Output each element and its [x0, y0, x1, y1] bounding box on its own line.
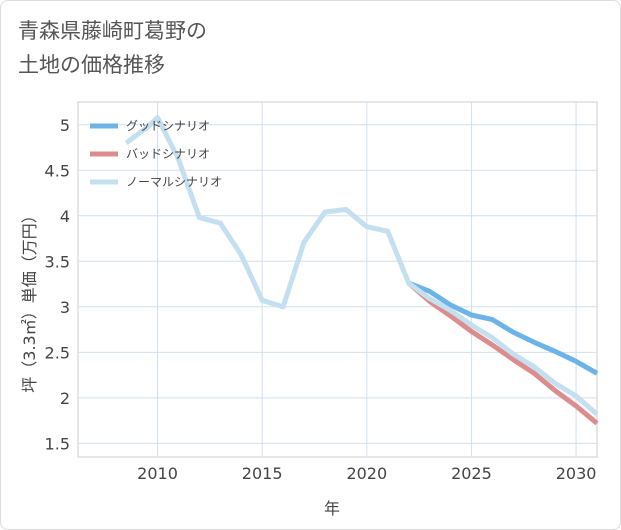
x-tick-labels: 2010 2015 2020 2025 2030 — [137, 464, 596, 483]
y-tick-label: 4 — [60, 207, 70, 226]
series-line-1 — [407, 281, 599, 426]
y-tick-label: 2 — [60, 389, 70, 408]
y-tick-label: 4.5 — [45, 161, 70, 180]
x-axis-label: 年 — [324, 499, 340, 518]
x-tick-label: 2010 — [137, 464, 178, 483]
x-tick-label: 2015 — [242, 464, 283, 483]
y-tick-label: 3 — [60, 298, 70, 317]
series-lines — [124, 115, 599, 426]
chart-title-line2: 土地の価格推移 — [18, 53, 165, 77]
series-line-0 — [407, 280, 599, 376]
chart-title-line1: 青森県藤崎町葛野の — [18, 19, 207, 43]
y-tick-labels: 1.5 2 2.5 3 3.5 4 4.5 5 — [45, 116, 70, 454]
y-tick-label: 1.5 — [45, 434, 70, 453]
y-tick-label: 2.5 — [45, 343, 70, 362]
y-tick-label: 5 — [60, 116, 70, 135]
x-tick-label: 2025 — [451, 464, 492, 483]
x-tick-label: 2030 — [556, 464, 597, 483]
y-axis-label: 坪（3.3㎡）単価（万円） — [20, 207, 39, 392]
y-tick-label: 3.5 — [45, 252, 70, 271]
x-tick-label: 2020 — [346, 464, 387, 483]
legend-label-2: ノーマルシナリオ — [126, 175, 222, 189]
series-line-2 — [124, 115, 599, 417]
legend-label-1: バッドシナリオ — [126, 147, 210, 161]
chart-title: 青森県藤崎町葛野の 土地の価格推移 — [18, 14, 207, 82]
legend-label-0: グッドシナリオ — [126, 119, 210, 133]
